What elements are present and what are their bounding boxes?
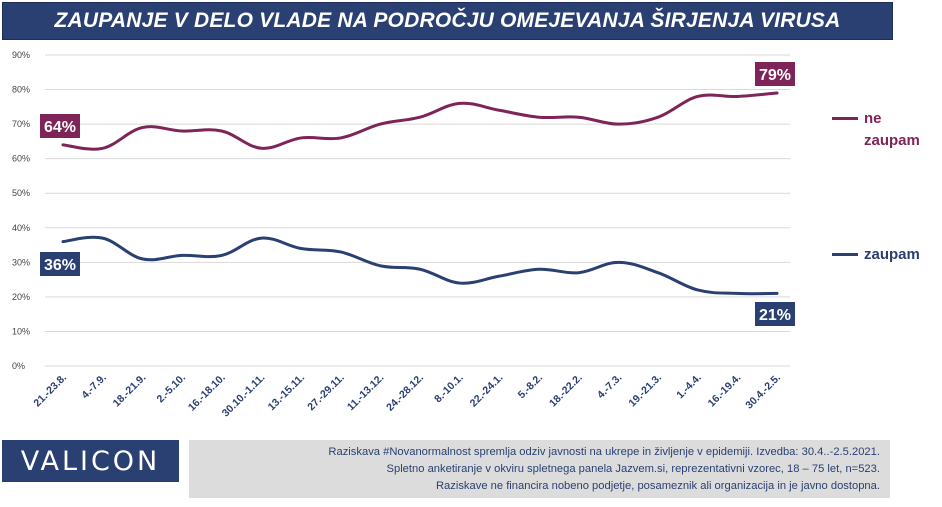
valicon-logo-text: VALICON bbox=[20, 445, 161, 477]
data-label-zaupam-first: 36% bbox=[44, 257, 76, 274]
y-tick-label: 70% bbox=[12, 119, 30, 129]
data-label-ne-zaupam-last-box bbox=[755, 62, 795, 86]
x-tick-label: 30.4.-2.5. bbox=[743, 372, 783, 412]
footer-note: Raziskava #Novanormalnost spremlja odziv… bbox=[189, 440, 890, 498]
x-tick-label: 21.-23.8. bbox=[31, 372, 69, 410]
data-label-ne-zaupam-last: 79% bbox=[759, 67, 791, 84]
footer-note-line-3: Raziskave ne financira nobeno podjetje, … bbox=[435, 480, 880, 492]
y-tick-label: 50% bbox=[12, 188, 30, 198]
legend-ne-zaupam-label: ne zaupam bbox=[864, 108, 920, 152]
x-tick-label: 30.10.-1.11. bbox=[220, 372, 268, 420]
footer-note-line-2: Spletno anketiranje v okviru spletnega p… bbox=[386, 463, 880, 475]
legend-zaupam-label: zaupam bbox=[864, 246, 920, 263]
x-tick-label: 19.-21.3. bbox=[626, 372, 664, 410]
legend-ne-zaupam-line2: zaupam bbox=[864, 132, 920, 149]
data-label-zaupam-first-box bbox=[40, 252, 80, 276]
x-tick-label: 24.-28.12. bbox=[384, 372, 426, 414]
valicon-logo: VALICON bbox=[2, 440, 179, 482]
data-label-zaupam-last: 21% bbox=[759, 307, 791, 324]
legend-zaupam-swatch bbox=[832, 253, 858, 256]
data-label-ne-zaupam-first: 64% bbox=[44, 119, 76, 136]
chart-title: ZAUPANJE V DELO VLADE NA PODROČJU OMEJEV… bbox=[54, 9, 841, 32]
x-tick-label: 5.-8.2. bbox=[516, 372, 546, 402]
x-tick-label: 2.-5.10. bbox=[154, 372, 188, 406]
data-label-zaupam-last-box bbox=[755, 302, 795, 326]
legend-ne-zaupam: ne zaupam bbox=[832, 108, 920, 152]
y-tick-label: 60% bbox=[12, 154, 30, 164]
x-tick-label: 16.-18.10. bbox=[186, 372, 228, 414]
x-tick-label: 16.-19.4. bbox=[706, 372, 744, 410]
series-line-zaupam bbox=[61, 235, 779, 296]
x-tick-label: 8.-10.1. bbox=[432, 372, 466, 406]
x-tick-label: 4.-7.3. bbox=[595, 372, 625, 402]
legend-ne-zaupam-swatch bbox=[832, 117, 858, 120]
x-tick-label: 4.-7.9. bbox=[79, 372, 109, 402]
y-tick-label: 30% bbox=[12, 257, 30, 267]
x-tick-label: 1.-4.4. bbox=[674, 372, 704, 402]
footer-note-line-1: Raziskava #Novanormalnost spremlja odziv… bbox=[328, 446, 880, 458]
legend-zaupam: zaupam bbox=[832, 244, 920, 266]
series-line-ne-zaupam bbox=[61, 91, 779, 151]
x-tick-label: 27.-29.11. bbox=[305, 372, 347, 414]
y-tick-label: 0% bbox=[12, 361, 25, 371]
x-tick-label: 18.-21.9. bbox=[111, 372, 149, 410]
legend-ne-zaupam-line1: ne bbox=[864, 110, 882, 127]
y-tick-label: 40% bbox=[12, 223, 30, 233]
x-tick-label: 22.-24.1. bbox=[468, 372, 506, 410]
chart-title-bar: ZAUPANJE V DELO VLADE NA PODROČJU OMEJEV… bbox=[2, 2, 893, 40]
data-label-ne-zaupam-first-box bbox=[40, 114, 80, 138]
y-tick-label: 20% bbox=[12, 292, 30, 302]
y-tick-label: 80% bbox=[12, 85, 30, 95]
x-tick-label: 18.-22.2. bbox=[547, 372, 585, 410]
x-tick-label: 13.-15.11. bbox=[266, 372, 308, 414]
y-tick-label: 10% bbox=[12, 326, 30, 336]
x-tick-label: 11.-13.12. bbox=[345, 372, 387, 414]
y-tick-label: 90% bbox=[12, 50, 30, 60]
line-chart: 0% 10% 20% 30% 40% 50% 60% 70% 80% 90% 21.-23.8. 4.… bbox=[12, 50, 795, 420]
